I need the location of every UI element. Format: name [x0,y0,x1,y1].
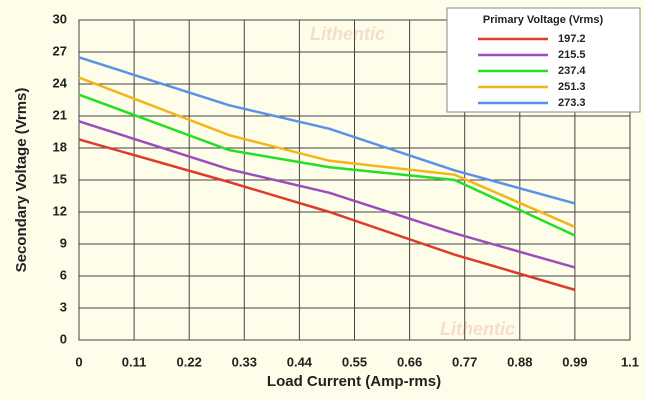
x-tick-label: 0.99 [562,354,587,369]
legend-label: 273.3 [558,97,586,109]
series-line [78,93,576,237]
y-axis-label: Secondary Voltage (Vrms) [13,88,30,273]
x-tick-label: 0.22 [177,354,202,369]
legend-label: 215.5 [558,49,586,61]
y-tick-label: 18 [53,139,67,154]
y-tick-label: 21 [53,107,67,122]
series-line [78,76,576,229]
watermark: Lithentic [440,319,515,339]
series-line [78,138,576,292]
x-tick-label: 0.44 [287,354,313,369]
x-tick-label: 0 [75,354,82,369]
x-tick-label: 0.55 [342,354,367,369]
legend-box [446,7,641,113]
legend-label: 197.2 [558,33,586,45]
legend-label: 237.4 [558,65,586,77]
y-tick-label: 9 [60,235,67,250]
y-tick-label: 30 [53,11,67,26]
watermark: Lithentic [310,24,385,44]
series-line [78,56,576,205]
x-axis-label: Load Current (Amp-rms) [267,373,441,390]
series-line [78,120,576,269]
legend-title: Primary Voltage (Vrms) [483,14,604,26]
y-tick-label: 6 [60,267,67,282]
x-tick-label: 1.1 [621,354,639,369]
y-tick-label: 12 [53,203,67,218]
x-tick-label: 0.66 [397,354,422,369]
x-tick-label: 0.77 [452,354,477,369]
y-tick-label: 0 [60,331,67,346]
y-tick-label: 3 [60,299,67,314]
y-tick-label: 24 [53,75,68,90]
y-tick-label: 27 [53,43,67,58]
legend-label: 251.3 [558,81,586,93]
x-tick-label: 0.11 [122,354,147,369]
x-tick-label: 0.33 [232,354,257,369]
x-tick-label: 0.88 [507,354,532,369]
y-tick-label: 15 [53,171,67,186]
